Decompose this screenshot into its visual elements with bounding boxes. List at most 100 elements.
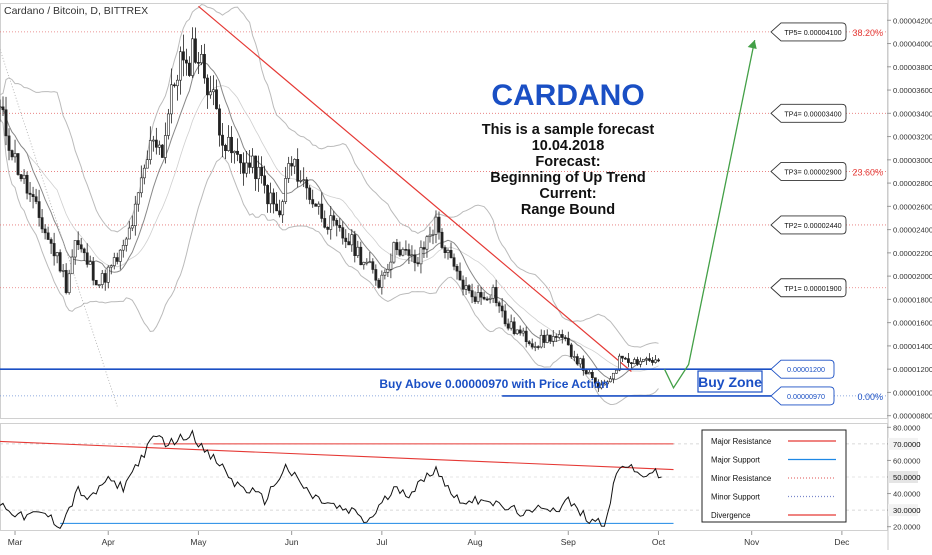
candle-body [627,358,630,363]
buy-zone-lower-callout-label: 0.00000970 [787,392,825,401]
candle-body [4,109,8,137]
candle-body [449,250,453,258]
candle-body [335,220,339,226]
candle-body [407,249,411,256]
legend-label: Major Resistance [711,437,771,446]
candle-body [326,226,330,230]
candle-body [218,108,221,136]
candle-body [314,203,318,207]
tp-callout-box [770,215,847,235]
price-axis-label: 0.00001400 [893,342,932,351]
candle-body [596,383,600,389]
candle-body [40,217,44,230]
candle-body [266,185,270,205]
candle-body [383,272,387,276]
candle-body [209,91,212,96]
candle-body [31,194,35,198]
candle-body [109,265,113,268]
time-axis-label: Jul [376,537,387,547]
candle-body [458,270,462,281]
candle-body [157,144,161,148]
candle-body [533,346,537,348]
candle-body [386,268,390,273]
forecast-arrow-line [663,39,756,390]
candle-body [245,162,248,174]
candle-body [545,334,549,343]
candle-body [368,261,372,263]
candle-body [651,359,654,363]
candle-body [64,270,68,293]
upper-band-line [0,3,659,348]
moving-average-line [0,62,659,381]
legend-label: Minor Support [711,493,761,502]
candle-body [563,337,567,339]
candle-body [203,54,206,79]
candle-body [329,215,333,230]
candle-body [374,269,378,281]
candle-body [185,59,188,64]
candle-body [151,139,155,142]
candle-body [281,201,285,216]
candle-body [657,359,660,362]
candle-body [452,257,456,267]
candle-body [302,179,306,181]
buy-zone-upper-callout [770,359,835,379]
candle-body [160,144,164,158]
price-axis-label: 0.00001600 [893,319,932,328]
candle-body [0,106,2,109]
middle-band-line [0,85,659,372]
candle-body [239,154,242,164]
candle-body [172,84,176,87]
candle-body [332,215,336,221]
candle-body [67,273,71,293]
candle-body [97,284,101,286]
candle-body [260,166,263,177]
candle-body [401,249,405,256]
candle-body [584,370,588,375]
oscillator-legend [701,429,847,523]
candle-body [308,187,312,200]
candle-body [542,334,546,343]
forecast-line-1: This is a sample forecast [482,122,655,138]
candle-body [22,174,26,180]
candle-body [242,162,245,174]
candle-body [473,296,477,302]
candle-body [124,238,128,246]
candle-body [16,153,20,175]
candle-body [524,330,528,342]
price-axis-label: 0.00003600 [893,86,932,95]
candle-body [293,159,297,167]
time-axis-label: Mar [8,537,23,547]
candle-body [49,239,53,244]
candle-body [176,79,179,87]
price-axis-label: 0.00003000 [893,156,932,165]
candle-body [485,298,489,301]
price-axis-label: 0.00002200 [893,249,932,258]
price-axis-label: 0.00002600 [893,202,932,211]
candle-body [630,362,633,365]
time-axis-label: Jun [285,537,299,547]
candle-body [425,236,429,250]
candle-body [58,252,62,272]
candle-body [317,203,321,207]
candle-body [428,234,432,238]
tp-callout-label: TP3= 0.00002900 [784,167,841,176]
candle-body [142,167,146,179]
candle-body [13,153,17,158]
candle-body [404,249,408,251]
candle-body [377,279,381,288]
fib-level-label: 0.00% [857,392,883,402]
osc-tag-label: 50.0000 [893,473,920,482]
candle-body [569,344,573,357]
candle-body [221,134,224,146]
candle-body [476,292,480,302]
candle-body [398,249,402,256]
candle-body [52,243,56,257]
candle-body [512,321,516,334]
candle-body [34,196,38,202]
candle-body [440,231,444,248]
price-axis-label: 0.00001000 [893,388,932,397]
candle-body [350,234,354,246]
candle-body [602,383,606,386]
